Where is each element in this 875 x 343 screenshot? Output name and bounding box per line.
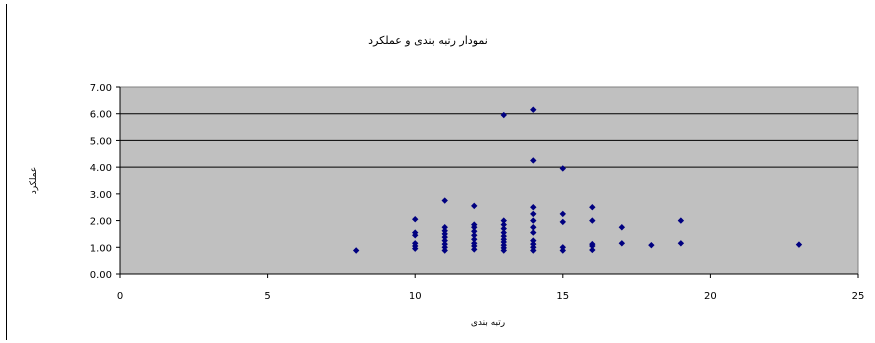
data-point: [530, 204, 537, 211]
data-point: [500, 217, 507, 224]
plot-area: [119, 86, 859, 275]
data-point: [530, 210, 537, 218]
data-point: [441, 247, 448, 254]
x-tick-label: 25: [852, 291, 865, 302]
data-point: [471, 236, 478, 243]
data-point: [559, 247, 566, 254]
x-tick-label: 0: [117, 291, 123, 302]
x-tick-label: 5: [264, 291, 270, 302]
data-point: [677, 217, 685, 224]
y-tick-labels: 0.00 1.00 2.00 3.00 4.00 5.00 6.00 7.00: [90, 83, 112, 281]
data-point: [795, 241, 803, 248]
data-point: [530, 229, 537, 236]
data-point: [441, 197, 448, 204]
data-point: [352, 247, 360, 254]
data-point: [500, 225, 507, 232]
x-tick-label: 10: [409, 291, 422, 302]
x-tick-label: 20: [704, 291, 717, 302]
y-tick-label: 4.00: [90, 163, 112, 174]
data-point: [530, 244, 537, 251]
data-point: [500, 232, 507, 240]
y-axis-title: عملکرد: [29, 167, 39, 195]
data-points: [352, 106, 803, 254]
data-point: [530, 106, 537, 113]
data-point: [471, 228, 478, 235]
data-point: [589, 240, 596, 248]
data-point: [471, 221, 478, 228]
x-axis-title: رتبه بندی: [471, 318, 505, 328]
y-tick-label: 1.00: [90, 243, 112, 254]
data-point: [530, 217, 537, 224]
y-tick-label: 0.00: [90, 270, 112, 281]
data-point: [677, 240, 685, 247]
data-point: [589, 246, 596, 254]
data-point: [500, 229, 507, 236]
data-point: [412, 229, 419, 236]
data-point: [559, 244, 566, 251]
chart-title: نمودار رتبه بندی و عملکرد: [368, 34, 488, 47]
data-point: [412, 216, 419, 223]
data-point: [530, 237, 537, 244]
y-tick-label: 3.00: [90, 190, 112, 201]
data-point: [471, 202, 478, 210]
data-point: [500, 221, 507, 228]
data-point: [441, 224, 448, 231]
data-point: [618, 240, 626, 247]
data-point: [500, 111, 507, 119]
data-point: [648, 241, 655, 249]
y-tick-label: 5.00: [90, 136, 112, 147]
data-point: [441, 237, 448, 244]
data-point: [500, 236, 507, 243]
data-point: [618, 224, 626, 231]
data-point: [530, 247, 537, 254]
data-point: [441, 240, 448, 248]
data-point: [471, 240, 478, 247]
data-point: [559, 210, 566, 218]
data-point: [530, 157, 537, 164]
x-tick-labels: 0 5 10 15 20 25: [117, 291, 865, 302]
y-tick-label: 2.00: [90, 217, 112, 228]
data-point: [441, 230, 448, 238]
data-point: [589, 217, 596, 224]
data-point: [530, 224, 537, 231]
data-point: [559, 165, 566, 172]
left-border-line: [6, 4, 7, 340]
axes: [116, 86, 859, 278]
data-point: [441, 227, 448, 234]
data-point: [471, 246, 478, 253]
data-point: [412, 240, 419, 247]
data-point: [471, 232, 478, 239]
y-tick-label: 7.00: [90, 83, 112, 94]
data-point: [559, 218, 566, 226]
grid-lines: [120, 113, 858, 168]
x-tick-label: 15: [556, 291, 569, 302]
data-point: [589, 204, 596, 211]
data-point: [441, 244, 448, 251]
data-point: [530, 240, 537, 248]
data-point: [441, 233, 448, 241]
y-tick-label: 6.00: [90, 110, 112, 121]
data-point: [500, 241, 507, 249]
